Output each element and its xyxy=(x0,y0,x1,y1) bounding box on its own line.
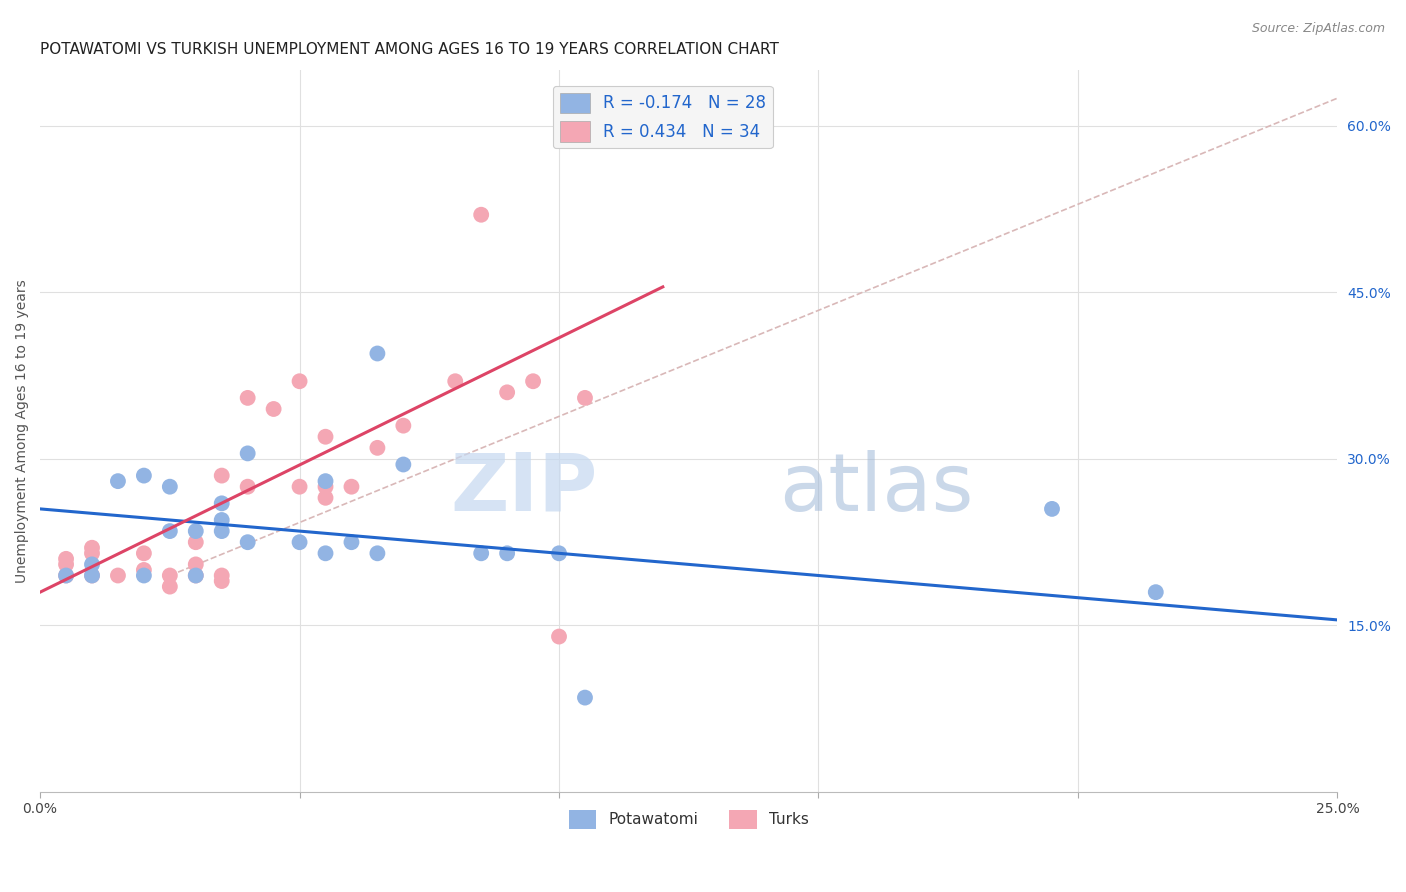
Point xyxy=(184,568,207,582)
Point xyxy=(470,546,492,560)
Point xyxy=(211,568,233,582)
Point xyxy=(55,552,77,566)
Point xyxy=(184,524,207,538)
Point xyxy=(159,568,181,582)
Point xyxy=(159,580,181,594)
Text: Source: ZipAtlas.com: Source: ZipAtlas.com xyxy=(1251,22,1385,36)
Point xyxy=(211,513,233,527)
Point xyxy=(184,568,207,582)
Point xyxy=(496,546,519,560)
Point xyxy=(315,491,337,505)
Point xyxy=(80,568,103,582)
Text: atlas: atlas xyxy=(779,450,974,528)
Point xyxy=(132,468,155,483)
Point xyxy=(211,468,233,483)
Point xyxy=(548,630,571,644)
Point xyxy=(107,474,129,488)
Text: ZIP: ZIP xyxy=(451,450,598,528)
Point xyxy=(132,568,155,582)
Point xyxy=(184,535,207,549)
Point xyxy=(132,563,155,577)
Point xyxy=(1040,502,1063,516)
Point xyxy=(263,402,285,417)
Point xyxy=(55,558,77,572)
Point xyxy=(236,446,259,460)
Point xyxy=(159,524,181,538)
Point xyxy=(366,346,388,360)
Point xyxy=(340,535,363,549)
Point xyxy=(574,690,596,705)
Point xyxy=(55,568,77,582)
Point xyxy=(470,208,492,222)
Point xyxy=(315,546,337,560)
Point xyxy=(548,546,571,560)
Point xyxy=(211,524,233,538)
Point xyxy=(1144,585,1167,599)
Point xyxy=(184,558,207,572)
Point xyxy=(80,546,103,560)
Legend: Potawatomi, Turks: Potawatomi, Turks xyxy=(562,804,814,835)
Point xyxy=(159,480,181,494)
Point xyxy=(366,441,388,455)
Point xyxy=(522,374,544,388)
Point xyxy=(574,391,596,405)
Point xyxy=(288,535,311,549)
Point xyxy=(315,480,337,494)
Point xyxy=(236,535,259,549)
Point xyxy=(132,546,155,560)
Point xyxy=(366,546,388,560)
Point xyxy=(211,574,233,588)
Point xyxy=(107,568,129,582)
Point xyxy=(80,541,103,555)
Point xyxy=(288,480,311,494)
Point xyxy=(315,430,337,444)
Point xyxy=(55,568,77,582)
Point xyxy=(211,496,233,510)
Point xyxy=(496,385,519,400)
Point xyxy=(80,558,103,572)
Point xyxy=(236,480,259,494)
Y-axis label: Unemployment Among Ages 16 to 19 years: Unemployment Among Ages 16 to 19 years xyxy=(15,279,30,583)
Point xyxy=(315,474,337,488)
Text: POTAWATOMI VS TURKISH UNEMPLOYMENT AMONG AGES 16 TO 19 YEARS CORRELATION CHART: POTAWATOMI VS TURKISH UNEMPLOYMENT AMONG… xyxy=(41,42,779,57)
Point xyxy=(80,568,103,582)
Point xyxy=(392,458,415,472)
Point xyxy=(444,374,467,388)
Point xyxy=(340,480,363,494)
Point xyxy=(288,374,311,388)
Point xyxy=(236,391,259,405)
Point xyxy=(392,418,415,433)
